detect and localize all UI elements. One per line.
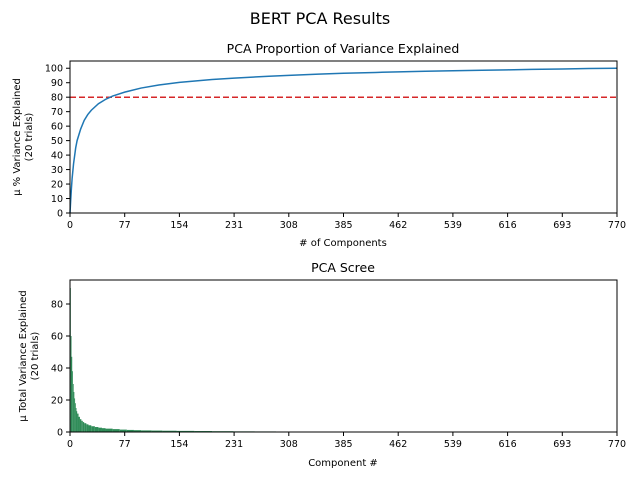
variance-chart-y-tick-label: 100 (45, 64, 63, 75)
scree-bar (91, 426, 95, 432)
variance-chart-frame (69, 60, 618, 214)
variance-chart-y-ticks: 0 10 20 30 40 50 60 70 80 90 100 (45, 64, 70, 220)
scree-chart-x-tick-label: 462 (389, 439, 407, 450)
variance-chart: PCA Proportion of Variance Explained 0 77… (12, 41, 626, 249)
scree-chart-x-tick-label: 308 (280, 439, 298, 450)
scree-chart-x-tick-label: 770 (608, 439, 626, 450)
scree-chart-x-tick-label: 616 (499, 439, 517, 450)
scree-bar (101, 428, 106, 432)
variance-chart-y-tick-label: 70 (51, 107, 63, 118)
figure-title: BERT PCA Results (250, 9, 391, 28)
scree-bar (98, 427, 102, 432)
scree-bar (88, 425, 92, 432)
scree-bar (94, 427, 99, 432)
variance-chart-y-tick-label: 30 (51, 165, 63, 176)
scree-chart-x-ticks: 0 77 154 231 308 385 462 539 616 693 770 (67, 432, 626, 450)
scree-chart-y-tick-label: 80 (51, 300, 63, 311)
variance-chart-y-tick-label: 90 (51, 78, 63, 89)
variance-chart-x-tick-label: 385 (334, 220, 352, 231)
scree-bar (70, 336, 72, 432)
scree-chart-xlabel: Component # (308, 458, 378, 469)
scree-chart-x-tick-label: 0 (67, 439, 73, 450)
scree-chart-marks (70, 288, 320, 432)
scree-bar (79, 419, 82, 432)
scree-bar (82, 422, 85, 432)
variance-chart-ylabel-line1: μ % Variance Explained (12, 78, 23, 196)
scree-bar (176, 430, 195, 432)
variance-chart-y-tick-label: 80 (51, 93, 63, 104)
scree-bar (141, 430, 152, 432)
variance-chart-x-tick-label: 693 (553, 220, 571, 231)
variance-chart-x-tick-label: 770 (608, 220, 626, 231)
scree-bar (76, 411, 78, 432)
scree-bar (81, 420, 83, 432)
scree-chart-y-tick-label: 40 (51, 364, 63, 375)
scree-bar (71, 356, 73, 432)
variance-chart-x-tick-label: 616 (499, 220, 517, 231)
variance-chart-y-tick-label: 60 (51, 122, 63, 133)
scree-bar (162, 430, 177, 432)
scree-bar (72, 371, 73, 432)
scree-bar (133, 430, 142, 432)
variance-chart-y-tick-label: 0 (57, 209, 63, 220)
variance-chart-x-tick-label: 539 (444, 220, 462, 231)
scree-bar (86, 424, 89, 432)
variance-chart-y-tick-label: 40 (51, 151, 63, 162)
scree-bar (74, 403, 76, 432)
scree-bar (78, 416, 80, 432)
variance-chart-xlabel: # of Components (299, 238, 387, 249)
variance-chart-x-tick-label: 308 (280, 220, 298, 231)
scree-chart-y-tick-label: 0 (57, 428, 63, 439)
variance-chart-x-tick-label: 77 (119, 220, 131, 231)
variance-chart-title: PCA Proportion of Variance Explained (227, 41, 460, 56)
scree-chart-x-tick-label: 77 (119, 439, 131, 450)
scree-bar (126, 429, 134, 432)
scree-bar (84, 423, 87, 432)
scree-bar (151, 430, 163, 432)
scree-bar (112, 429, 120, 432)
scree-bar (119, 429, 127, 432)
variance-chart-x-tick-label: 462 (389, 220, 407, 231)
variance-chart-ylabel-line2: (20 trials) (24, 113, 35, 162)
variance-chart-marks (69, 67, 618, 214)
variance-chart-x-tick-label: 154 (170, 220, 188, 231)
variance-chart-x-tick-label: 0 (67, 220, 73, 231)
scree-chart-ylabel-line1: μ Total Variance Explained (18, 290, 29, 422)
scree-bar (73, 392, 75, 432)
variance-chart-x-ticks: 0 77 154 231 308 385 462 539 616 693 770 (67, 213, 626, 231)
scree-chart-ylabel-line2: (20 trials) (30, 332, 41, 381)
variance-chart-y-tick-label: 20 (51, 180, 63, 191)
scree-chart-frame (69, 279, 618, 433)
scree-chart-y-ticks: 0 20 40 60 80 (51, 300, 70, 439)
scree-chart-y-tick-label: 60 (51, 332, 63, 343)
scree-chart-title: PCA Scree (311, 260, 375, 275)
scree-bar (75, 408, 77, 432)
scree-chart-x-tick-label: 693 (553, 439, 571, 450)
scree-bar (77, 413, 79, 432)
scree-chart-x-tick-label: 539 (444, 439, 462, 450)
scree-bar (105, 428, 113, 432)
scree-chart: PCA Scree 0 77 154 231 308 385 462 539 616 693 770… (18, 260, 626, 469)
scree-chart-x-tick-label: 154 (170, 439, 188, 450)
scree-bar (72, 384, 74, 432)
scree-chart-y-tick-label: 20 (51, 396, 63, 407)
scree-bar (74, 398, 76, 432)
variance-chart-y-tick-label: 10 (51, 194, 63, 205)
scree-chart-x-tick-label: 231 (225, 439, 243, 450)
variance-chart-x-tick-label: 231 (225, 220, 243, 231)
scree-chart-x-tick-label: 385 (334, 439, 352, 450)
variance-series-line (69, 67, 618, 214)
variance-chart-y-tick-label: 50 (51, 136, 63, 147)
